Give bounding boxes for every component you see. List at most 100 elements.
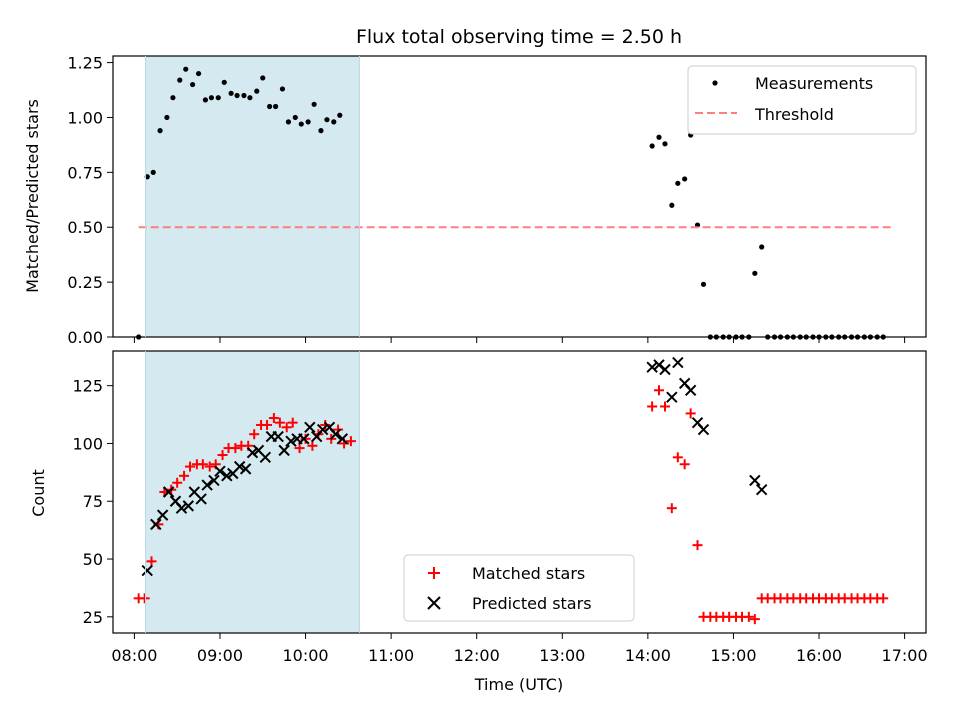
matched-star-point [294, 443, 305, 454]
matched-star-point [268, 413, 279, 424]
legend-matched-label: Matched stars [472, 564, 585, 583]
predicted-star-point [666, 391, 678, 403]
matched-star-point [172, 477, 183, 488]
measurement-point [700, 281, 707, 287]
measurement-point [234, 92, 240, 99]
predicted-star-point [259, 451, 272, 464]
bottom-legend: Matched stars Predicted stars [403, 554, 635, 622]
measurement-point [331, 119, 337, 125]
predicted-star-point [246, 446, 259, 459]
x-stroke-b [221, 470, 233, 482]
x-stroke-b [169, 495, 182, 507]
y-tick-label: 0.00 [67, 328, 103, 347]
matched-star-point [262, 419, 273, 430]
measurement-point [177, 77, 183, 83]
x-stroke-b [697, 423, 710, 436]
matched-star-point [300, 433, 311, 444]
top-observing-span [145, 56, 360, 337]
top-panel: 0.00 0.25 0.50 0.75 1.00 1.25 Flux total obse… [23, 26, 927, 347]
measurement-point [221, 79, 227, 85]
x-stroke-b [672, 356, 684, 369]
predicted-star-point [697, 423, 710, 436]
y-tick-label: 25 [83, 608, 103, 627]
predicted-star-point [316, 423, 329, 436]
matched-star-point [692, 540, 703, 551]
matched-star-point [672, 452, 683, 463]
matched-star-point [743, 611, 754, 622]
measurement-point [164, 114, 170, 121]
y-tick-label: 0.75 [67, 163, 103, 182]
x-stroke-b [298, 433, 310, 445]
x-stroke-b [156, 509, 169, 521]
matched-star-point [647, 401, 658, 412]
top-legend-box [687, 65, 917, 135]
predicted-star-point [755, 483, 768, 496]
predicted-star-point [175, 502, 188, 514]
x-stroke-b [691, 416, 704, 429]
x-stroke-b [233, 460, 246, 473]
measurement-point [682, 176, 688, 182]
bottom-y-axis-label: Count [29, 469, 48, 517]
matched-star-point [204, 461, 215, 472]
predicted-star-point [221, 470, 233, 482]
x-stroke-b [278, 444, 290, 457]
x-stroke-b [285, 435, 297, 447]
measurement-point [170, 95, 176, 101]
predicted-star-point [214, 465, 226, 477]
measurement-point [254, 88, 260, 94]
y-tick-label: 0.50 [67, 218, 103, 237]
x-tick-label: 14:00 [625, 646, 671, 665]
x-tick-label: 13:00 [539, 646, 585, 665]
x-stroke-b [646, 361, 658, 373]
predicted-star-point [239, 463, 252, 475]
measurement-point [305, 119, 311, 125]
measurement-point [247, 95, 253, 101]
x-stroke-b [272, 430, 284, 443]
top-legend: Measurements Threshold [687, 65, 917, 135]
x-stroke-b [214, 465, 226, 477]
predicted-star-point [659, 363, 671, 376]
predicted-star-point [208, 474, 220, 487]
x-stroke-b [329, 428, 342, 440]
matched-star-point [185, 461, 196, 472]
bottom-plot-marks [133, 356, 889, 625]
measurement-point [324, 117, 330, 123]
measurement-point [649, 143, 655, 149]
measurement-point [189, 81, 196, 88]
measurement-point [157, 128, 163, 134]
predicted-star-point [195, 493, 207, 505]
measurement-point [150, 169, 156, 175]
x-stroke-b [684, 384, 697, 397]
matched-star-point [281, 422, 292, 433]
measurement-point [183, 66, 189, 72]
measurement-point [656, 134, 662, 140]
matched-star-point [197, 459, 208, 470]
x-stroke-b [336, 433, 349, 445]
measurement-point [662, 141, 668, 147]
measurement-point [273, 103, 279, 110]
legend-threshold-label: Threshold [754, 105, 834, 124]
bottom-panel: 25 50 75 100 125 08:00 09:00 10:00 11:00 12:00 13… [29, 350, 928, 694]
legend-measurements-label: Measurements [755, 74, 873, 93]
matched-star-point [146, 556, 157, 567]
measurement-point [337, 112, 343, 118]
top-x-ticks [133, 337, 906, 343]
measurement-point [298, 121, 304, 127]
top-y-ticks: 0.00 0.25 0.50 0.75 1.00 1.25 [67, 54, 113, 347]
measurement-point [279, 86, 286, 92]
measurement-point [267, 103, 273, 110]
x-stroke-b [188, 486, 201, 498]
legend-predicted-label: Predicted stars [472, 594, 592, 613]
predicted-star-point [646, 361, 658, 373]
measurement-point [195, 70, 202, 77]
measurement-point [215, 95, 221, 101]
legend-measurements-marker [712, 80, 718, 86]
x-stroke-b [659, 363, 671, 376]
x-tick-label: 09:00 [197, 646, 243, 665]
predicted-star-point [141, 564, 153, 577]
y-tick-label: 1.00 [67, 108, 103, 127]
x-stroke-b [175, 502, 188, 514]
matched-star-point [653, 385, 664, 396]
matched-star-point [679, 459, 690, 470]
